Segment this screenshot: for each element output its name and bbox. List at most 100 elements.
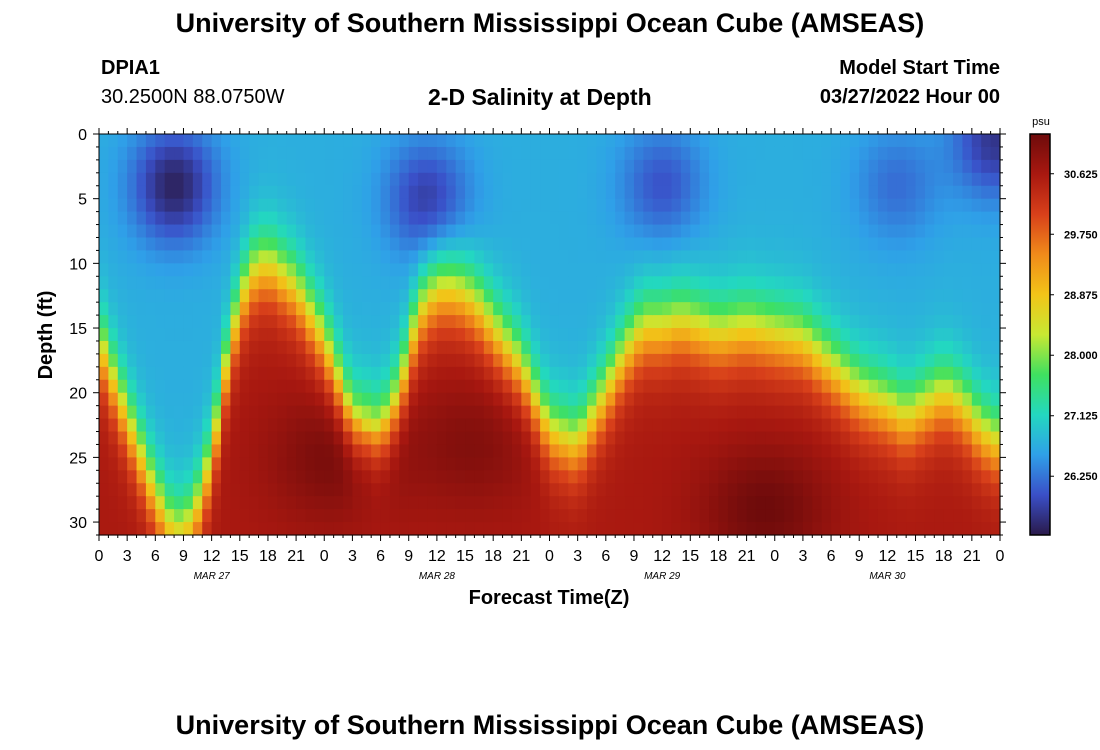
heatmap-cell: [990, 496, 1001, 510]
heatmap-cell: [849, 496, 860, 510]
heatmap-cell: [971, 405, 982, 420]
heatmap-cell: [296, 418, 307, 433]
heatmap-cell: [117, 353, 128, 368]
heatmap-cell: [399, 134, 410, 148]
heatmap-cell: [145, 146, 156, 161]
heatmap-cell: [343, 159, 354, 174]
heatmap-cell: [755, 211, 766, 226]
heatmap-cell: [924, 302, 935, 316]
heatmap-cell: [962, 172, 973, 187]
heatmap-cell: [558, 483, 569, 497]
heatmap-cell: [718, 457, 729, 471]
heatmap-cell: [305, 159, 316, 174]
heatmap-cell: [361, 405, 372, 420]
heatmap-cell: [934, 237, 945, 252]
heatmap-cell: [277, 418, 288, 433]
heatmap-cell: [352, 172, 363, 187]
heatmap-cell: [192, 263, 203, 277]
heatmap-cell: [605, 250, 616, 264]
heatmap-cell: [99, 146, 109, 161]
heatmap-cell: [971, 289, 982, 303]
heatmap-cell: [793, 379, 804, 394]
heatmap-cell: [821, 159, 832, 174]
heatmap-cell: [436, 470, 447, 484]
heatmap-cell: [802, 496, 813, 510]
heatmap-cell: [840, 302, 851, 316]
heatmap-cell: [812, 457, 823, 471]
heatmap-cell: [887, 289, 898, 303]
heatmap-cell: [530, 470, 541, 484]
heatmap-cell: [765, 405, 776, 420]
heatmap-cell: [483, 328, 494, 342]
heatmap-cell: [230, 237, 241, 252]
heatmap-cell: [333, 172, 344, 187]
x-tick-label: 12: [428, 548, 446, 565]
heatmap-cell: [774, 146, 785, 161]
heatmap-cell: [493, 289, 504, 303]
heatmap-cell: [840, 379, 851, 394]
heatmap-cell: [286, 366, 297, 381]
heatmap-cell: [211, 211, 222, 226]
heatmap-cell: [249, 405, 260, 420]
heatmap-cell: [343, 146, 354, 161]
heatmap-cell: [633, 328, 644, 342]
heatmap-cell: [812, 211, 823, 226]
heatmap-cell: [296, 392, 307, 407]
heatmap-cell: [868, 134, 879, 148]
heatmap-cell: [202, 418, 213, 433]
heatmap-cell: [427, 379, 438, 394]
heatmap-cell: [718, 496, 729, 510]
heatmap-cell: [145, 198, 156, 213]
heatmap-cell: [746, 457, 757, 471]
heatmap-cell: [493, 405, 504, 420]
heatmap-cell: [324, 328, 335, 342]
heatmap-cell: [587, 289, 598, 303]
heatmap-cell: [831, 146, 842, 161]
heatmap-cell: [99, 496, 109, 510]
heatmap-cell: [164, 289, 175, 303]
heatmap-cell: [868, 289, 879, 303]
heatmap-cell: [558, 444, 569, 458]
heatmap-cell: [671, 263, 682, 277]
heatmap-cell: [680, 418, 691, 433]
heatmap-cell: [962, 250, 973, 264]
heatmap-cell: [502, 146, 513, 161]
heatmap-cell: [633, 263, 644, 277]
heatmap-cell: [737, 457, 748, 471]
heatmap-cell: [333, 444, 344, 458]
heatmap-cell: [896, 276, 907, 290]
heatmap-cell: [821, 496, 832, 510]
heatmap-cell: [859, 315, 870, 329]
heatmap-cell: [699, 211, 710, 226]
heatmap-cell: [981, 366, 992, 381]
heatmap-cell: [314, 211, 325, 226]
heatmap-cell: [277, 276, 288, 290]
heatmap-cell: [436, 198, 447, 213]
heatmap-cell: [887, 328, 898, 342]
heatmap-cell: [915, 457, 926, 471]
heatmap-cell: [474, 483, 485, 497]
heatmap-cell: [615, 418, 626, 433]
heatmap-cell: [99, 185, 109, 200]
heatmap-cell: [521, 509, 532, 523]
heatmap-cell: [249, 146, 260, 161]
heatmap-cell: [155, 353, 166, 368]
heatmap-cell: [699, 276, 710, 290]
heatmap-cell: [934, 522, 945, 536]
heatmap-cell: [587, 315, 598, 329]
heatmap-cell: [821, 509, 832, 523]
heatmap-cell: [680, 405, 691, 420]
heatmap-cell: [934, 302, 945, 316]
heatmap-cell: [192, 405, 203, 420]
heatmap-cell: [549, 405, 560, 420]
heatmap-cell: [633, 457, 644, 471]
heatmap-cell: [877, 431, 888, 446]
heatmap-cell: [286, 353, 297, 368]
heatmap-cell: [239, 418, 250, 433]
heatmap-cell: [671, 289, 682, 303]
heatmap-cell: [446, 418, 457, 433]
heatmap-cell: [136, 470, 147, 484]
heatmap-cell: [652, 522, 663, 536]
heatmap-cell: [577, 185, 588, 200]
heatmap-cell: [239, 198, 250, 213]
